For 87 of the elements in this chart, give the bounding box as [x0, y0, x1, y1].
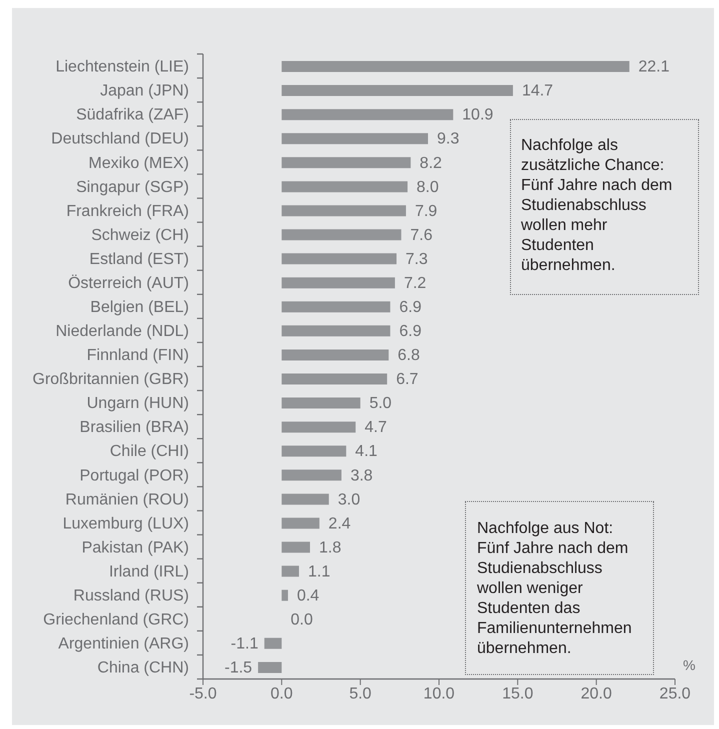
bar	[282, 181, 408, 192]
data-label: 4.1	[355, 443, 378, 460]
bar	[282, 518, 320, 529]
y-tick-label: Brasilien (BRA)	[80, 419, 189, 436]
bar	[258, 662, 282, 673]
bar	[282, 542, 310, 553]
y-tick-label: Ungarn (HUN)	[86, 395, 189, 412]
annotation: Nachfolge aus Not: Fünf Jahre nach dem Studienabschluss wollen weniger Studenten das Familienunternehmen übernehmen.	[477, 519, 632, 659]
x-tick-label: 25.0	[659, 685, 691, 702]
data-label: 0.0	[290, 612, 314, 629]
bar	[282, 229, 402, 240]
x-tick-label: 5.0	[349, 685, 372, 702]
y-tick-label: Griechenland (GRC)	[43, 612, 189, 629]
data-label: 2.4	[328, 515, 351, 532]
y-tick-label: Niederlande (NDL)	[56, 323, 189, 340]
bar	[282, 61, 630, 72]
bar	[282, 157, 411, 168]
data-label: 6.8	[398, 347, 420, 364]
y-tick-label: Schweiz (CH)	[91, 226, 189, 244]
bar	[282, 301, 390, 312]
y-tick-label: Finnland (FIN)	[86, 347, 189, 364]
bar	[282, 398, 360, 409]
data-label: 7.3	[406, 250, 428, 268]
bar	[282, 325, 390, 336]
y-tick-label: Portugal (POR)	[80, 467, 189, 484]
y-tick-label: China (CHN)	[97, 660, 189, 677]
data-label: 4.7	[364, 419, 387, 436]
bar	[282, 349, 389, 360]
y-tick-label: Russland (RUS)	[73, 587, 189, 604]
data-label: 3.8	[350, 467, 373, 484]
x-tick-label: 0.0	[270, 685, 293, 702]
y-tick-label: Japan (JPN)	[100, 82, 189, 100]
data-label: 8.0	[416, 178, 439, 196]
bar	[282, 277, 395, 288]
y-tick-label: Frankreich (FRA)	[66, 202, 189, 220]
bar	[282, 205, 406, 216]
data-label: 22.1	[638, 58, 670, 76]
bar	[282, 470, 342, 481]
data-label: 3.0	[338, 491, 360, 508]
data-label: -1.1	[230, 636, 258, 653]
x-tick-label: 20.0	[580, 685, 612, 702]
y-tick-label: Liechtenstein (LIE)	[56, 58, 189, 76]
data-label: 1.8	[318, 539, 342, 556]
data-label: 6.9	[399, 299, 422, 316]
y-tick-label: Südafrika (ZAF)	[76, 106, 189, 124]
x-tick-label: 15.0	[502, 685, 534, 702]
y-tick-label: Luxemburg (LUX)	[62, 515, 189, 532]
bar	[282, 133, 428, 144]
y-tick-label: Irland (IRL)	[108, 563, 189, 580]
data-label: 6.7	[396, 371, 418, 388]
y-tick-label: Pakistan (PAK)	[82, 539, 189, 556]
y-tick-label: Rumänien (ROU)	[65, 491, 189, 508]
y-tick-label: Singapur (SGP)	[76, 178, 189, 196]
data-label: 8.2	[420, 154, 442, 172]
data-label: 6.9	[399, 323, 422, 340]
bar	[282, 446, 346, 457]
data-label: 5.0	[369, 395, 392, 412]
y-tick-label: Argentinien (ARG)	[58, 636, 189, 653]
y-tick-label: Belgien (BEL)	[90, 299, 189, 316]
data-label: -1.5	[224, 660, 252, 677]
y-tick-label: Chile (CHI)	[110, 443, 189, 460]
y-tick-label: Estland (EST)	[89, 250, 189, 268]
data-label: 7.9	[414, 202, 438, 220]
bar	[282, 494, 329, 505]
x-axis-title: %	[683, 657, 696, 673]
y-tick-label: Österreich (AUT)	[68, 274, 189, 292]
bar	[282, 566, 299, 577]
annotation: Nachfolge als zusätzliche Chance: Fünf Jahre nach dem Studienabschluss wollen mehr Studenten übernehmen.	[521, 136, 672, 276]
y-tick-label: Großbritannien (GBR)	[32, 371, 189, 388]
data-label: 9.3	[436, 130, 460, 148]
bar	[282, 109, 454, 120]
data-label: 1.1	[308, 563, 330, 580]
bar	[282, 85, 513, 96]
data-label: 0.4	[296, 587, 320, 604]
bar	[282, 253, 397, 264]
data-label: 14.7	[522, 82, 554, 100]
bar	[282, 590, 288, 601]
data-label: 7.6	[410, 226, 433, 244]
y-tick-label: Deutschland (DEU)	[51, 130, 189, 148]
bar	[282, 422, 356, 433]
data-label: 7.2	[404, 274, 426, 292]
x-tick-label: 10.0	[423, 685, 455, 702]
bar	[282, 374, 388, 384]
bar	[264, 638, 282, 649]
x-tick-label: -5.0	[189, 685, 217, 702]
data-label: 10.9	[462, 106, 494, 124]
y-tick-label: Mexiko (MEX)	[88, 154, 189, 172]
